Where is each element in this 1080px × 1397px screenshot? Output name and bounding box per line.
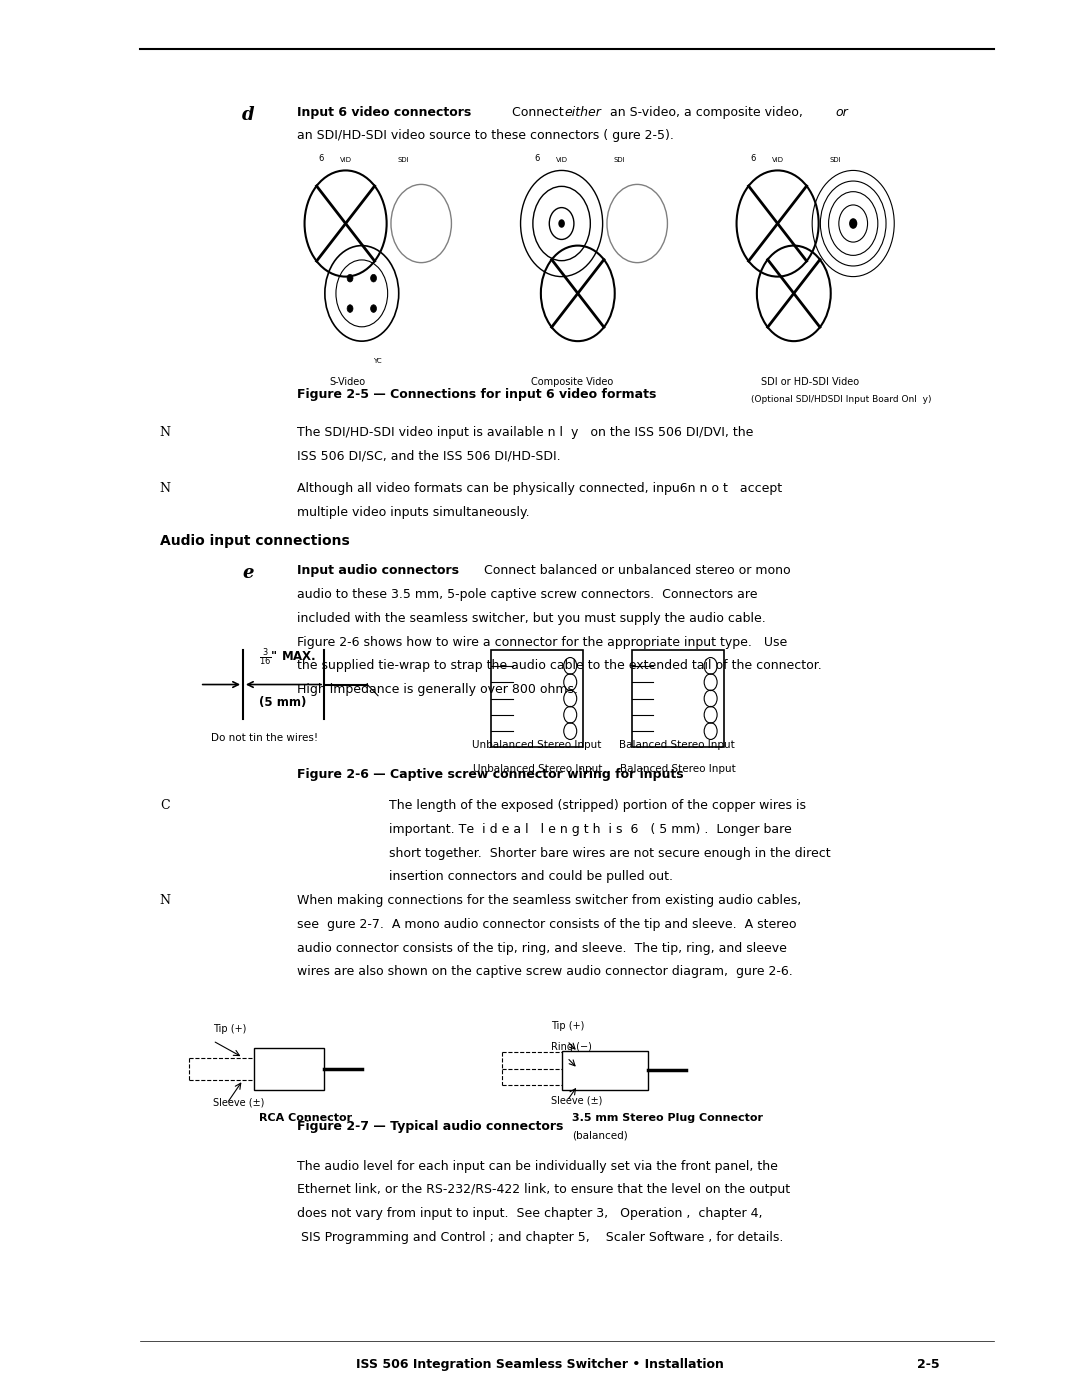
Text: VID: VID — [340, 158, 352, 163]
Text: Connect balanced or unbalanced stereo or mono: Connect balanced or unbalanced stereo or… — [472, 564, 791, 577]
Text: wires are also shown on the captive screw audio connector diagram,  gure 2-6.: wires are also shown on the captive scre… — [297, 965, 793, 978]
Text: C: C — [160, 799, 170, 812]
Text: audio connector consists of the tip, ring, and sleeve.  The tip, ring, and sleev: audio connector consists of the tip, rin… — [297, 942, 787, 954]
Text: Ring (−): Ring (−) — [551, 1042, 592, 1052]
Text: Audio input connections: Audio input connections — [160, 534, 350, 548]
Text: Figure 2-6 — Captive screw connector wiring for inputs: Figure 2-6 — Captive screw connector wir… — [297, 768, 684, 781]
Text: The audio level for each input can be individually set via the front panel, the: The audio level for each input can be in… — [297, 1160, 778, 1172]
Text: When making connections for the seamless switcher from existing audio cables,: When making connections for the seamless… — [297, 894, 801, 907]
Text: d: d — [242, 106, 255, 124]
Text: either: either — [565, 106, 602, 119]
Text: insertion connectors and could be pulled out.: insertion connectors and could be pulled… — [389, 870, 673, 883]
Bar — [632, 650, 724, 747]
Text: 2-5: 2-5 — [917, 1358, 940, 1370]
Text: Unbalanced Stereo Input: Unbalanced Stereo Input — [472, 740, 602, 750]
Text: 6: 6 — [751, 155, 756, 163]
Text: The SDI/HD-SDI video input is available​ n l  y   on the ISS 506 DI/DVI, the: The SDI/HD-SDI video input is available​… — [297, 426, 754, 439]
Text: Sleeve (±): Sleeve (±) — [213, 1098, 265, 1108]
Text: important. T​e  i d e a l   l e n g t h  i s  ​6   ( 5 mm) .  Longer bare: important. T​e i d e a l l e n g t h i s… — [389, 823, 792, 835]
Text: multiple video inputs simultaneously.: multiple video inputs simultaneously. — [297, 506, 529, 518]
Circle shape — [849, 218, 858, 229]
Text: $\frac{3}{16}$" MAX.: $\frac{3}{16}$" MAX. — [259, 645, 316, 668]
Text: ISS 506 Integration Seamless Switcher • Installation: ISS 506 Integration Seamless Switcher • … — [356, 1358, 724, 1370]
Text: Balanced Stereo Input: Balanced Stereo Input — [619, 740, 735, 750]
Text: SDI: SDI — [829, 158, 841, 163]
Text: S-Video: S-Video — [329, 377, 365, 387]
Text: Connect: Connect — [500, 106, 568, 119]
Text: Sleeve (±): Sleeve (±) — [551, 1095, 603, 1105]
Text: Balanced Stereo Input: Balanced Stereo Input — [620, 764, 735, 774]
Text: VID: VID — [772, 158, 784, 163]
Circle shape — [370, 274, 377, 282]
Text: 3.5 mm Stereo Plug Connector: 3.5 mm Stereo Plug Connector — [572, 1113, 764, 1123]
Text: (5 mm): (5 mm) — [259, 696, 307, 708]
Circle shape — [347, 305, 353, 313]
Text: Do not tin the wires!: Do not tin the wires! — [211, 733, 318, 743]
Text: the supplied tie-wrap to strap the audio cable to the extended tail of the conne: the supplied tie-wrap to strap the audio… — [297, 659, 822, 672]
Text: Tip (+): Tip (+) — [213, 1024, 246, 1034]
Text: VID: VID — [556, 158, 568, 163]
Text: Although all video formats can be physically connected, inpu​6n n o t   accept: Although all video formats can be physic… — [297, 482, 782, 495]
Text: an S-video, a composite video,: an S-video, a composite video, — [606, 106, 807, 119]
Text: e: e — [242, 564, 254, 583]
Circle shape — [347, 274, 353, 282]
Text: SDI: SDI — [397, 158, 409, 163]
Text: Figure 2-7 — Typical audio connectors: Figure 2-7 — Typical audio connectors — [297, 1120, 564, 1133]
Text: High impedance is generally over 800 ohms.: High impedance is generally over 800 ohm… — [297, 683, 578, 696]
Text: Input audio connectors: Input audio connectors — [297, 564, 459, 577]
Text: included with the seamless switcher, but you must supply the audio cable.: included with the seamless switcher, but… — [297, 612, 766, 624]
Text: Unbalanced Stereo Input: Unbalanced Stereo Input — [473, 764, 602, 774]
Text: SDI or HD-SDI Video: SDI or HD-SDI Video — [761, 377, 860, 387]
Text: N: N — [160, 894, 171, 907]
Text: The length of the exposed (stripped) portion of the copper wires is: The length of the exposed (stripped) por… — [389, 799, 806, 812]
Text: 6: 6 — [535, 155, 540, 163]
Text: Input 6 video connectors: Input 6 video connectors — [297, 106, 471, 119]
Text: SIS Programming and Control ; and chapter 5,    Scaler Software , for details.: SIS Programming and Control ; and chapte… — [297, 1231, 783, 1243]
Bar — [254, 1048, 324, 1090]
Text: N: N — [160, 426, 171, 439]
Text: (Optional SDI/HDSDI Input Board Onl  y): (Optional SDI/HDSDI Input Board Onl y) — [751, 395, 931, 404]
Text: YC: YC — [373, 358, 381, 363]
Circle shape — [558, 219, 565, 228]
Bar — [491, 650, 583, 747]
Text: (balanced): (balanced) — [572, 1130, 629, 1140]
Text: Ethernet link, or the RS-232/RS-422 link, to ensure that the level on the output: Ethernet link, or the RS-232/RS-422 link… — [297, 1183, 791, 1196]
Bar — [562, 1051, 648, 1090]
Text: short together.  Shorter bare wires are not secure enough in the direct: short together. Shorter bare wires are n… — [389, 847, 831, 859]
Text: ISS 506 DI/SC, and the ISS 506 DI/HD-SDI.: ISS 506 DI/SC, and the ISS 506 DI/HD-SDI… — [297, 450, 561, 462]
Text: an SDI/HD-SDI video source to these connectors ( gure 2-5).: an SDI/HD-SDI video source to these conn… — [297, 129, 674, 141]
Text: Figure 2-5 — Connections for input 6 video formats: Figure 2-5 — Connections for input 6 vid… — [297, 388, 657, 401]
Text: N: N — [160, 482, 171, 495]
Text: SDI: SDI — [613, 158, 625, 163]
Text: Tip (+): Tip (+) — [551, 1021, 584, 1031]
Text: see  gure 2-7.  A mono audio connector consists of the tip and sleeve.  A stereo: see gure 2-7. A mono audio connector con… — [297, 918, 797, 930]
Text: Composite Video: Composite Video — [531, 377, 613, 387]
Circle shape — [370, 305, 377, 313]
Text: or: or — [836, 106, 849, 119]
Text: RCA Connector: RCA Connector — [259, 1113, 352, 1123]
Text: audio to these 3.5 mm, 5-pole captive screw connectors.  Connectors are: audio to these 3.5 mm, 5-pole captive sc… — [297, 588, 757, 601]
Text: 6: 6 — [319, 155, 324, 163]
Text: does not vary from input to input.  See chapter 3,   Operation ,  chapter 4,: does not vary from input to input. See c… — [297, 1207, 762, 1220]
Text: Figure 2-6 shows how to wire a connector for the appropriate input type.   Use: Figure 2-6 shows how to wire a connector… — [297, 636, 787, 648]
